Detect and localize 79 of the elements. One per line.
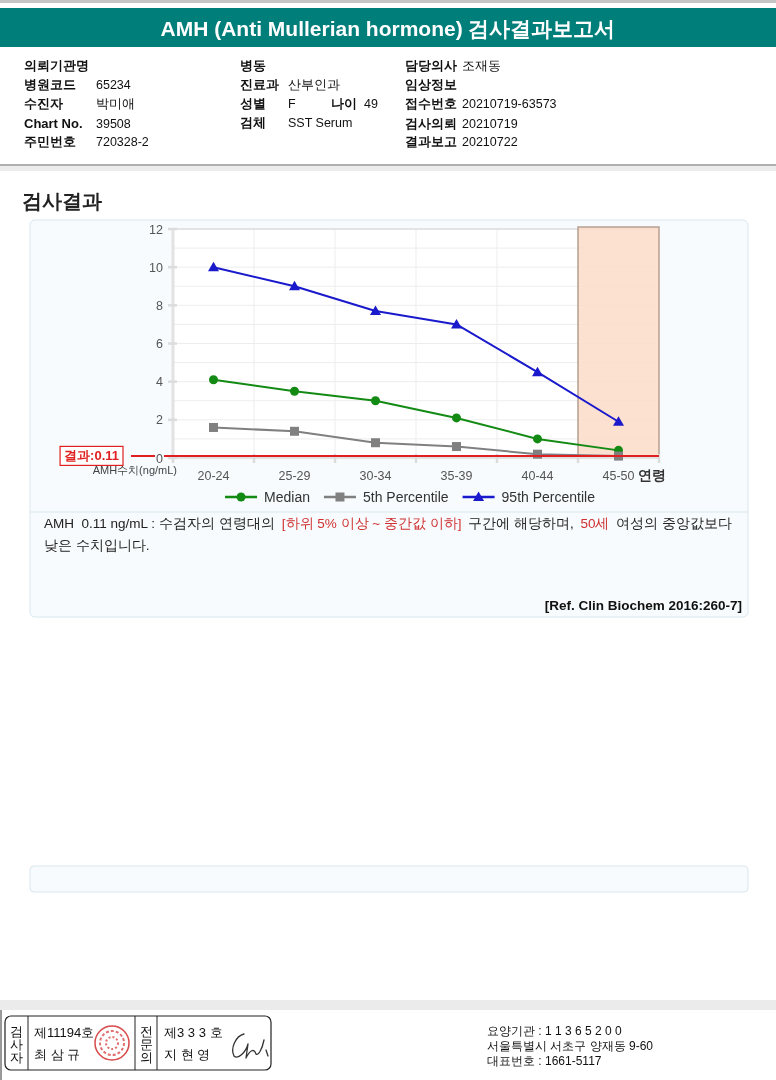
chart-title: AMH (Anti Mullerian hormone) 검사결과보고서 bbox=[160, 17, 616, 40]
text: F bbox=[288, 97, 296, 111]
text: 결과보고 bbox=[405, 134, 457, 149]
text: 병동 bbox=[240, 58, 266, 73]
point bbox=[532, 366, 543, 377]
point bbox=[371, 396, 380, 406]
point bbox=[452, 442, 461, 452]
text: 전문의 bbox=[139, 1024, 153, 1065]
y-tick-label: 4 bbox=[156, 375, 164, 390]
x-axis-title: 연령 bbox=[638, 468, 667, 483]
point bbox=[209, 422, 218, 432]
text: 낮은 수치입니다. bbox=[44, 538, 150, 553]
point bbox=[289, 280, 300, 291]
point bbox=[613, 416, 624, 426]
text: 검사자 bbox=[9, 1024, 23, 1065]
text: 39508 bbox=[96, 117, 131, 131]
x-tick-label: 20-24 bbox=[197, 469, 230, 483]
legend-label: Median bbox=[264, 489, 310, 505]
text: 720328-2 bbox=[96, 135, 149, 149]
text: 병원코드 bbox=[24, 77, 76, 92]
x-tick-label: 40-44 bbox=[521, 469, 554, 483]
text: 임상정보 bbox=[405, 77, 457, 92]
text: 의뢰기관명 bbox=[24, 58, 89, 73]
text: 49 bbox=[364, 97, 378, 111]
text: 구간에 해당하며, bbox=[468, 516, 574, 531]
text: 검체 bbox=[240, 115, 266, 130]
point bbox=[370, 305, 381, 316]
y-tick-label: 10 bbox=[149, 260, 164, 275]
x-tick-label: 35-39 bbox=[440, 469, 473, 483]
point bbox=[533, 434, 542, 444]
y-axis-title: AMH수치(ng/mL) bbox=[92, 464, 177, 476]
text: 제3 3 3 호 bbox=[164, 1025, 223, 1040]
point bbox=[208, 261, 219, 272]
text: SST Serum bbox=[288, 116, 353, 130]
legend-label: 95th Percentile bbox=[501, 489, 596, 505]
point bbox=[452, 413, 461, 423]
text: 65234 bbox=[96, 78, 131, 92]
text: 주민번호 bbox=[24, 134, 76, 149]
text: 박미애 bbox=[96, 97, 135, 111]
x-tick-label: 25-29 bbox=[278, 469, 311, 483]
point bbox=[209, 375, 218, 385]
text: 나이 bbox=[331, 96, 357, 111]
text: [Ref. Clin Biochem 2016:260-7] bbox=[544, 598, 742, 613]
text: 수진자 bbox=[24, 96, 63, 111]
text: Chart No. bbox=[24, 116, 83, 131]
x-tick-label: 30-34 bbox=[359, 469, 392, 483]
point bbox=[371, 438, 380, 448]
legend-label: 5th Percentile bbox=[362, 489, 449, 505]
ref-line-label: 결과:0.11 bbox=[64, 448, 119, 464]
text: 제11194호 bbox=[34, 1025, 95, 1040]
point bbox=[290, 386, 299, 396]
y-tick-label: 6 bbox=[156, 337, 164, 351]
point bbox=[451, 318, 462, 329]
text: 최 삼 규 bbox=[34, 1047, 81, 1062]
text: AMH 0.11 ng/mL : 수검자의 연령대의 bbox=[44, 516, 275, 531]
text: 조재동 bbox=[462, 59, 501, 73]
text: 진료과 bbox=[240, 77, 279, 92]
text: 성별 bbox=[240, 96, 266, 111]
y-tick-label: 2 bbox=[156, 413, 164, 428]
y-tick-label: 12 bbox=[149, 222, 164, 237]
text: 20210719 bbox=[462, 117, 518, 131]
x-tick-label: 45-50 bbox=[602, 469, 635, 483]
text: 서울특별시 서초구 양재동 9-60 bbox=[487, 1039, 654, 1053]
text: 20210719-63573 bbox=[462, 97, 557, 111]
y-tick-label: 8 bbox=[156, 298, 164, 313]
text: 20210722 bbox=[462, 135, 518, 149]
text: 담당의사 bbox=[405, 58, 457, 73]
text: [하위 5% 이상 ~ 중간값 이하] bbox=[281, 516, 462, 531]
text: 50세 bbox=[580, 516, 610, 531]
text: 요양기관 : 1 1 3 6 5 2 0 0 bbox=[487, 1024, 623, 1038]
chart-subtitle: 검사결과 bbox=[22, 190, 102, 212]
text: 대표번호 : 1661-5117 bbox=[487, 1054, 602, 1068]
text: 여성의 중앙값보다 bbox=[616, 516, 732, 531]
text: 접수번호 bbox=[405, 96, 457, 111]
text: 검사의뢰 bbox=[405, 116, 457, 131]
text: 지 현 영 bbox=[164, 1047, 211, 1062]
point bbox=[290, 426, 299, 436]
text: 산부인과 bbox=[288, 78, 340, 92]
y-tick-label: 0 bbox=[156, 451, 164, 466]
